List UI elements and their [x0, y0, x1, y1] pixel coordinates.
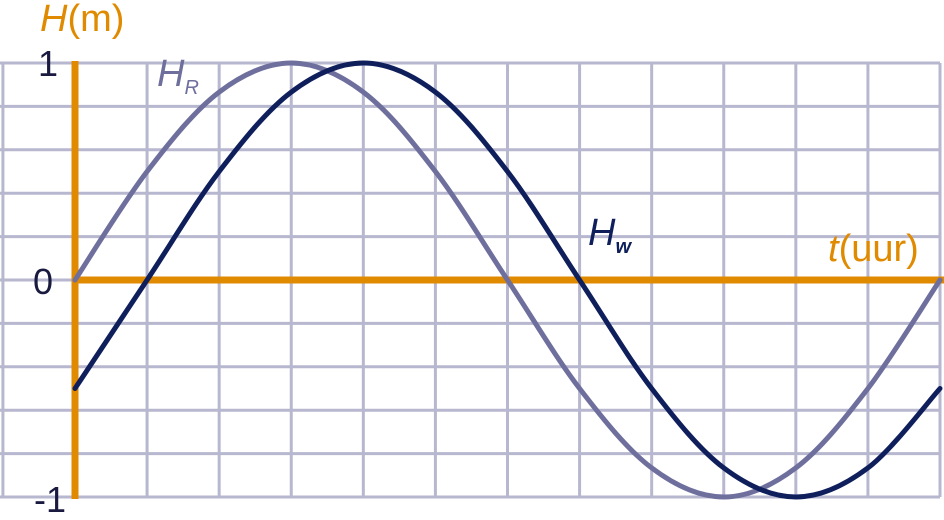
y-axis-label: H(m)	[40, 0, 124, 38]
series-label-hw: Hw	[588, 214, 631, 257]
y-tick-label-zero: 0	[33, 261, 54, 302]
series-line-hr	[72, 60, 943, 500]
series-label-hw-sub: w	[615, 236, 632, 258]
x-axis-label: t(uur)	[828, 230, 919, 268]
series-label-hw-main: H	[588, 212, 616, 254]
y-axis-symbol: H	[40, 0, 68, 40]
series-label-hr: HR	[157, 55, 199, 98]
y-tick-label-top: 1	[38, 43, 59, 84]
x-axis-symbol: t	[828, 228, 839, 270]
series-label-hr-main: H	[157, 53, 185, 95]
series-lines	[72, 60, 943, 500]
y-tick-label-bottom: -1	[34, 479, 67, 520]
x-axis-unit: (uur)	[838, 228, 919, 270]
y-axis-unit: (m)	[67, 0, 125, 40]
series-line-hw	[72, 60, 943, 500]
series-label-hr-sub: R	[184, 77, 199, 99]
